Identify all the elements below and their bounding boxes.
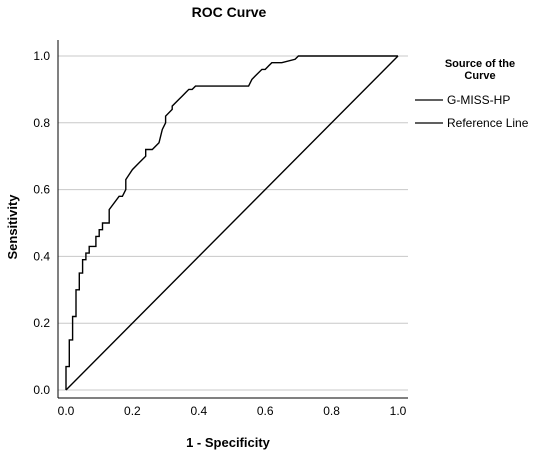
series-line-reference-line	[65, 55, 399, 391]
y-axis-label: Sensitivity	[5, 194, 20, 260]
x-tick-label: 0.8	[323, 404, 340, 418]
x-tick-label: 0.4	[190, 404, 207, 418]
legend-label-g-miss-hp: G-MISS-HP	[447, 93, 510, 107]
x-tick-label: 0.6	[257, 404, 274, 418]
x-tick-label: 0.0	[58, 404, 75, 418]
series-lines	[65, 55, 399, 391]
legend-title-line-2: Curve	[464, 70, 495, 82]
legend-title-line-1: Source of the	[445, 58, 515, 70]
axes	[57, 40, 408, 399]
y-tick-label: 0.4	[33, 249, 50, 263]
x-tick-label: 0.2	[124, 404, 141, 418]
legend: Source of the Curve G-MISS-HP Reference …	[415, 58, 529, 130]
x-tick-label: 1.0	[390, 404, 407, 418]
x-tick-labels: 0.0 0.2 0.4 0.6 0.8 1.0	[58, 404, 407, 418]
y-tick-label: 1.0	[33, 49, 50, 63]
chart-title: ROC Curve	[192, 4, 267, 20]
y-tick-label: 0.6	[33, 183, 50, 197]
y-tick-label: 0.0	[33, 383, 50, 397]
y-tick-label: 0.8	[33, 116, 50, 130]
x-axis-label: 1 - Specificity	[186, 435, 271, 450]
series-line-g-miss-hp	[65, 55, 398, 390]
y-tick-labels: 0.0 0.2 0.4 0.6 0.8 1.0	[33, 49, 50, 397]
legend-label-reference-line: Reference Line	[447, 116, 529, 130]
y-tick-label: 0.2	[33, 316, 50, 330]
